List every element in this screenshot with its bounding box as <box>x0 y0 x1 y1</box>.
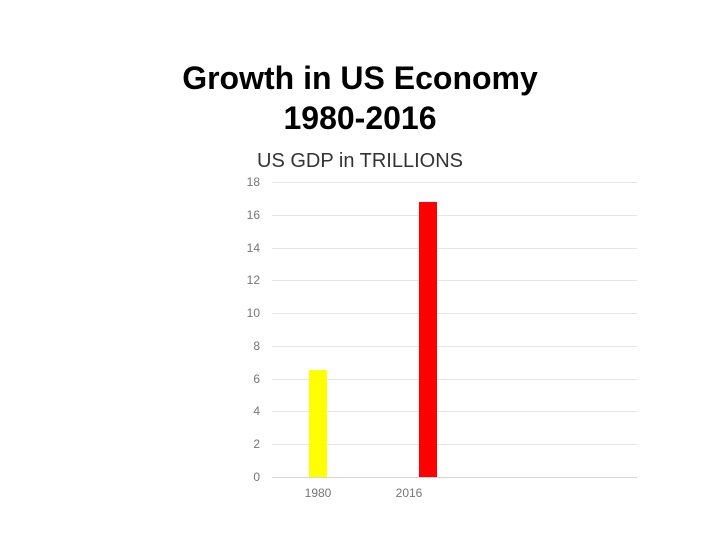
gridline <box>272 411 637 413</box>
slide-title-line-1: Growth in US Economy <box>182 60 538 96</box>
chart-title: US GDP in TRILLIONS <box>257 150 463 172</box>
bar-1980 <box>309 370 327 477</box>
y-axis-tick-label: 18 <box>246 175 260 189</box>
y-axis-tick-label: 16 <box>246 207 260 222</box>
slide-title-line-2: 1980-2016 <box>283 100 437 136</box>
y-axis-tick-label: 12 <box>246 273 260 288</box>
gridline <box>272 313 637 315</box>
x-axis-baseline <box>272 477 637 478</box>
y-axis-tick-label: 8 <box>253 338 260 353</box>
y-axis-tick-label: 4 <box>253 404 260 419</box>
y-axis-tick-label: 2 <box>253 437 260 452</box>
bar-2016 <box>419 201 437 477</box>
y-axis-tick-label: 0 <box>253 470 260 484</box>
gridline <box>272 378 637 380</box>
x-axis-tick-label: 2016 <box>395 486 423 500</box>
y-axis-tick-label: 10 <box>246 306 260 321</box>
slide-title: Growth in US Economy 1980-2016 <box>0 58 720 138</box>
y-axis-tick-label: 14 <box>246 240 260 255</box>
gridline <box>272 444 637 446</box>
y-axis-tick-label: 6 <box>253 371 260 386</box>
gridline <box>272 345 637 347</box>
gridline <box>272 280 637 282</box>
gridline <box>272 214 637 216</box>
plot-area <box>272 182 637 478</box>
x-axis-tick-label: 1980 <box>304 486 332 500</box>
gridline <box>272 182 637 183</box>
gridline <box>272 247 637 249</box>
